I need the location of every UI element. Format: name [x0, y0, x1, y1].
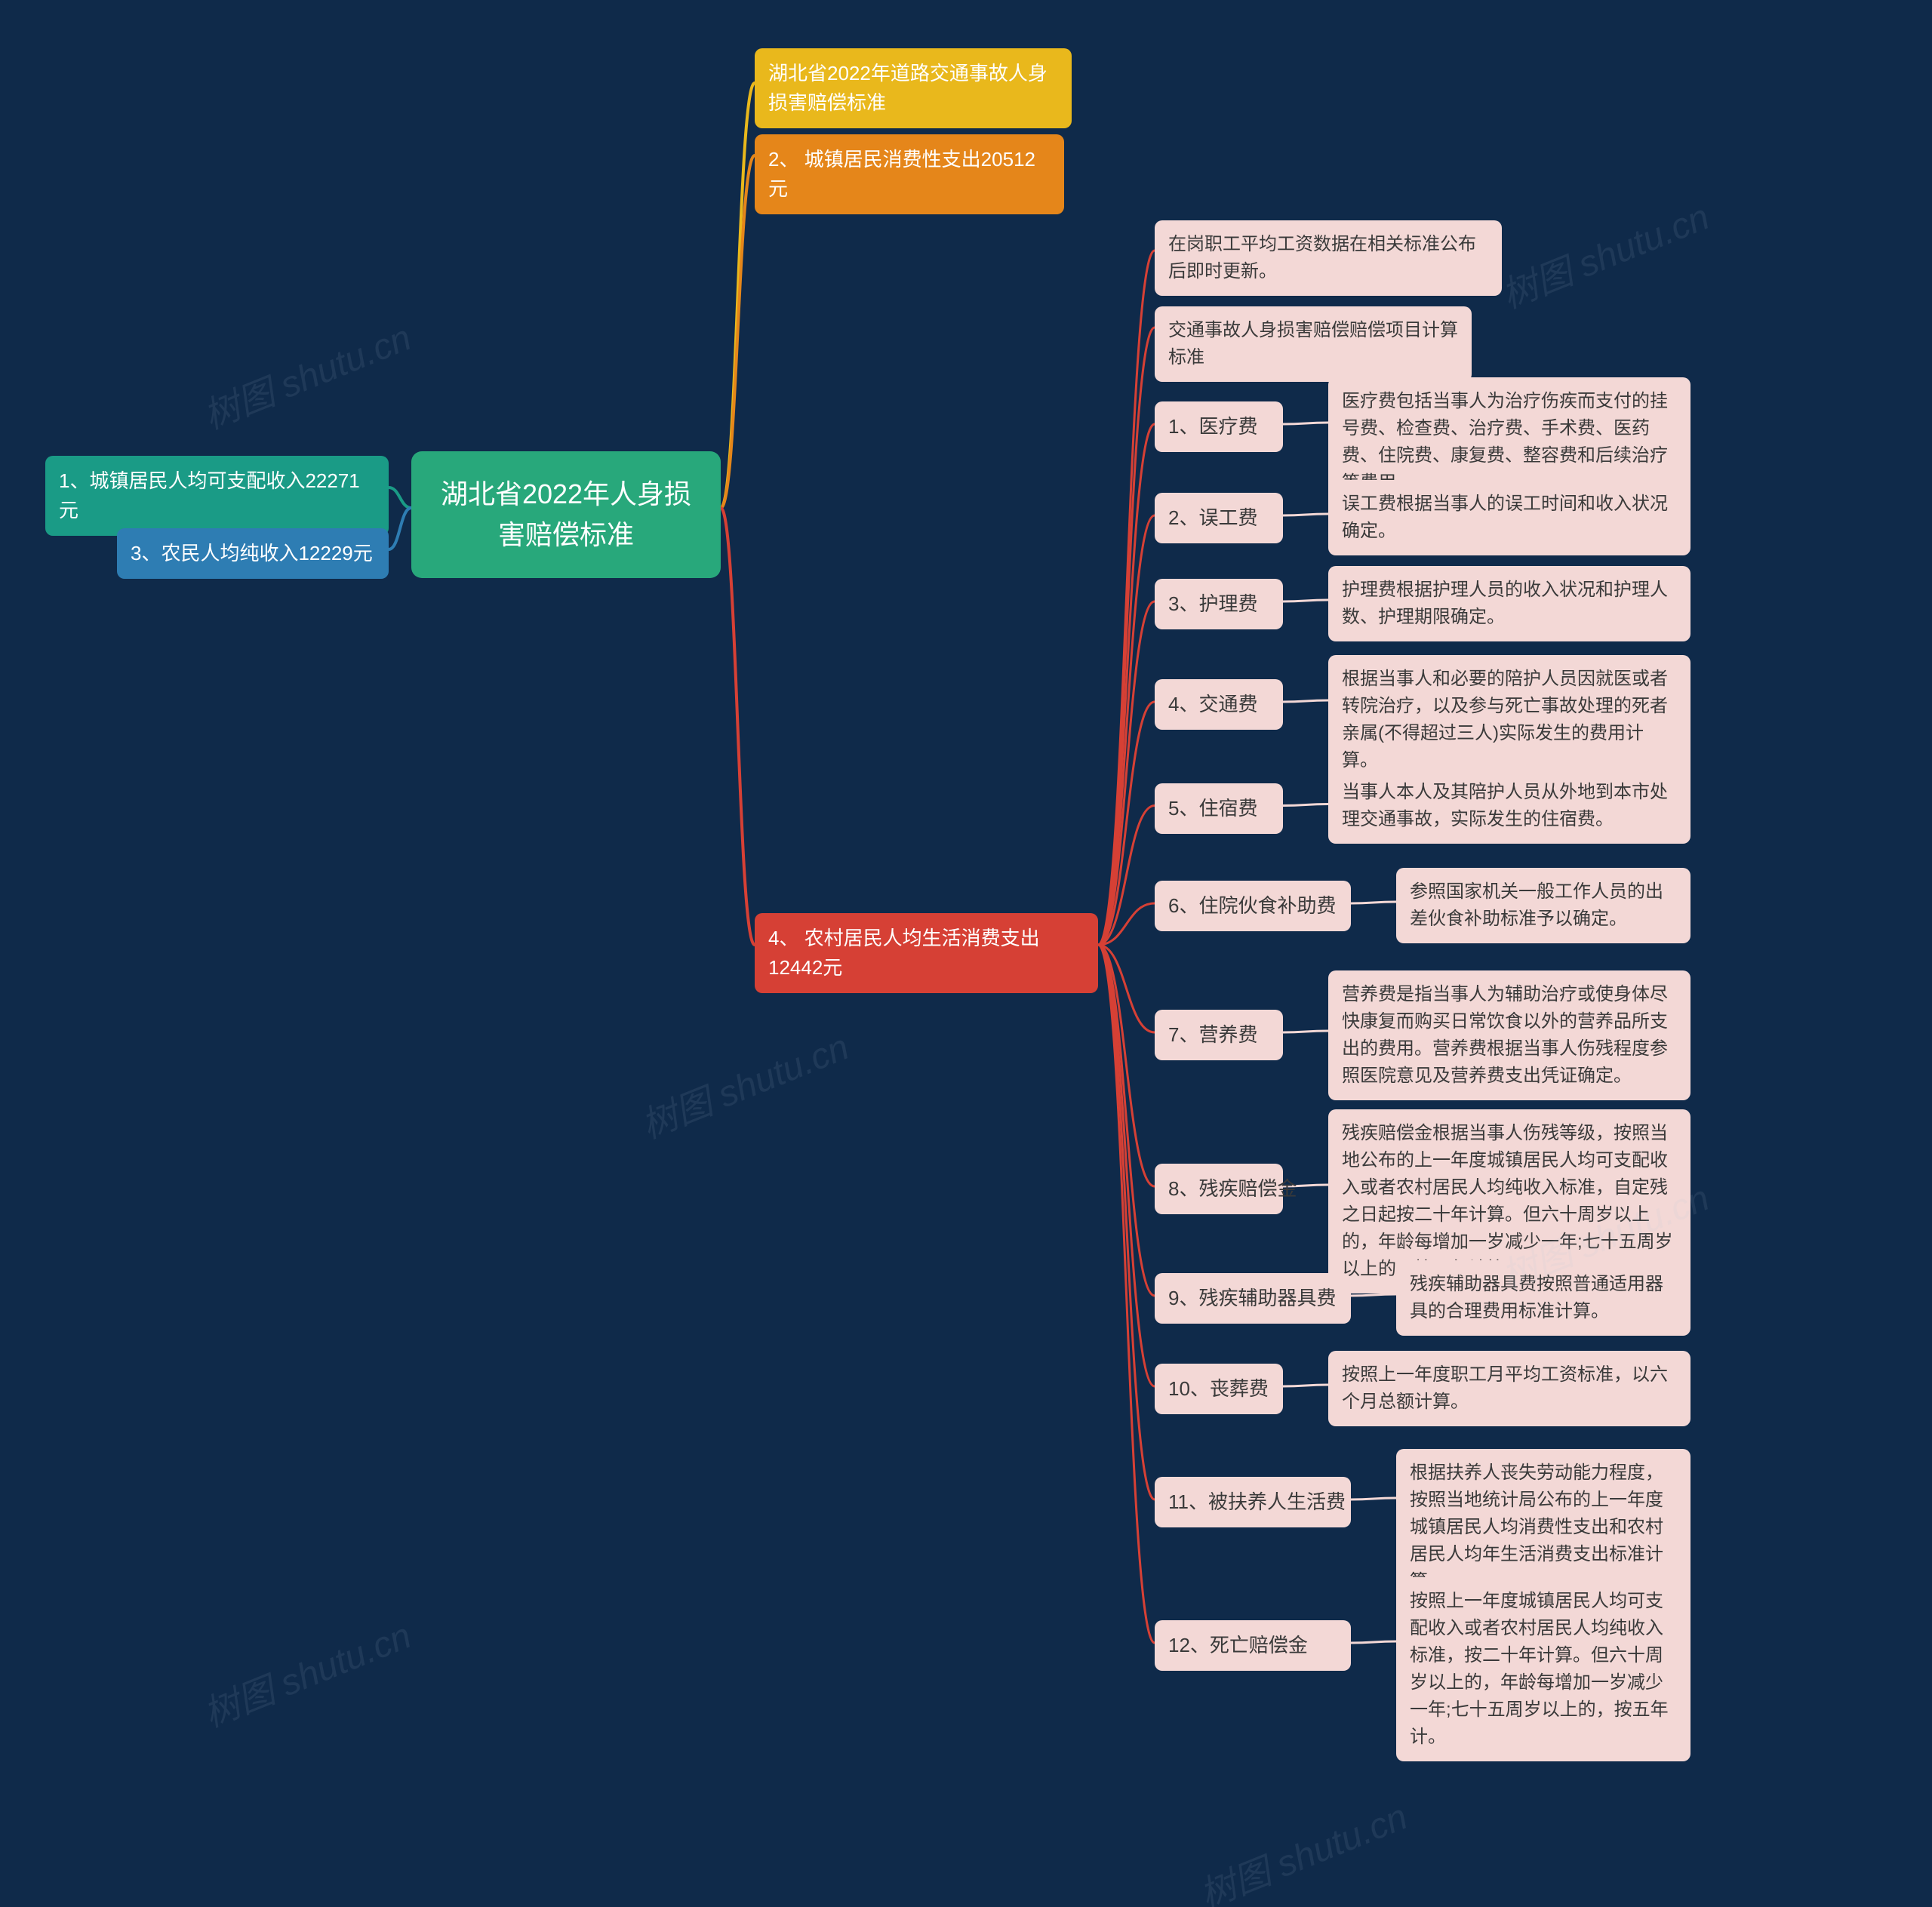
- section4-item-label-text-1: 1、医疗费: [1168, 415, 1257, 438]
- left-item-3: 3、农民人均纯收入12229元: [117, 528, 389, 579]
- right-subtitle: 湖北省2022年道路交通事故人身损害赔偿标准: [755, 48, 1072, 128]
- section4-item-label-12: 12、死亡赔偿金: [1155, 1620, 1351, 1671]
- section4-pre-2: 交通事故人身损害赔偿赔偿项目计算标准: [1155, 306, 1472, 382]
- right-item-2: 2、 城镇居民消费性支出20512元: [755, 134, 1064, 214]
- right-item-4-text: 4、 农村居民人均生活消费支出12442元: [768, 927, 1040, 979]
- section4-item-detail-3: 护理费根据护理人员的收入状况和护理人数、护理期限确定。: [1328, 566, 1690, 641]
- section4-item-detail-text-9: 残疾辅助器具费按照普通适用器具的合理费用标准计算。: [1410, 1274, 1663, 1321]
- section4-item-detail-text-2: 误工费根据当事人的误工时间和收入状况确定。: [1342, 494, 1668, 541]
- left-item-1-text: 1、城镇居民人均可支配收入22271元: [59, 469, 360, 521]
- section4-item-label-9: 9、残疾辅助器具费: [1155, 1273, 1351, 1324]
- section4-item-label-text-12: 12、死亡赔偿金: [1168, 1634, 1308, 1656]
- section4-item-label-text-7: 7、营养费: [1168, 1023, 1257, 1046]
- section4-item-detail-5: 当事人本人及其陪护人员从外地到本市处理交通事故，实际发生的住宿费。: [1328, 768, 1690, 844]
- section4-item-label-4: 4、交通费: [1155, 679, 1283, 730]
- section4-item-detail-text-6: 参照国家机关一般工作人员的出差伙食补助标准予以确定。: [1410, 881, 1663, 929]
- section4-item-detail-9: 残疾辅助器具费按照普通适用器具的合理费用标准计算。: [1396, 1260, 1690, 1336]
- section4-pre-2-text: 交通事故人身损害赔偿赔偿项目计算标准: [1168, 320, 1458, 368]
- root-text: 湖北省2022年人身损害赔偿标准: [441, 478, 691, 550]
- section4-item-detail-text-7: 营养费是指当事人为辅助治疗或使身体尽快康复而购买日常饮食以外的营养品所支出的费用…: [1342, 984, 1668, 1086]
- section4-item-label-text-5: 5、住宿费: [1168, 797, 1257, 820]
- section4-item-detail-text-10: 按照上一年度职工月平均工资标准，以六个月总额计算。: [1342, 1364, 1668, 1412]
- section4-item-detail-4: 根据当事人和必要的陪护人员因就医或者转院治疗，以及参与死亡事故处理的死者亲属(不…: [1328, 655, 1690, 785]
- section4-item-detail-text-12: 按照上一年度城镇居民人均可支配收入或者农村居民人均纯收入标准，按二十年计算。但六…: [1410, 1591, 1669, 1747]
- section4-item-detail-10: 按照上一年度职工月平均工资标准，以六个月总额计算。: [1328, 1351, 1690, 1426]
- section4-item-detail-text-11: 根据扶养人丧失劳动能力程度，按照当地统计局公布的上一年度城镇居民人均消费性支出和…: [1410, 1463, 1663, 1592]
- section4-item-label-3: 3、护理费: [1155, 579, 1283, 629]
- section4-pre-1: 在岗职工平均工资数据在相关标准公布后即时更新。: [1155, 220, 1502, 296]
- section4-item-label-7: 7、营养费: [1155, 1010, 1283, 1060]
- section4-item-label-text-6: 6、住院伙食补助费: [1168, 894, 1336, 917]
- section4-item-label-10: 10、丧葬费: [1155, 1364, 1283, 1414]
- section4-item-label-text-10: 10、丧葬费: [1168, 1377, 1269, 1400]
- section4-item-label-6: 6、住院伙食补助费: [1155, 881, 1351, 931]
- section4-item-detail-6: 参照国家机关一般工作人员的出差伙食补助标准予以确定。: [1396, 868, 1690, 943]
- section4-item-detail-7: 营养费是指当事人为辅助治疗或使身体尽快康复而购买日常饮食以外的营养品所支出的费用…: [1328, 970, 1690, 1100]
- section4-item-label-text-4: 4、交通费: [1168, 693, 1257, 715]
- section4-item-detail-2: 误工费根据当事人的误工时间和收入状况确定。: [1328, 480, 1690, 555]
- section4-item-detail-text-1: 医疗费包括当事人为治疗伤疾而支付的挂号费、检查费、治疗费、手术费、医药费、住院费…: [1342, 391, 1668, 493]
- section4-pre-1-text: 在岗职工平均工资数据在相关标准公布后即时更新。: [1168, 234, 1476, 281]
- left-item-3-text: 3、农民人均纯收入12229元: [131, 542, 373, 564]
- section4-item-label-2: 2、误工费: [1155, 493, 1283, 543]
- section4-item-detail-text-5: 当事人本人及其陪护人员从外地到本市处理交通事故，实际发生的住宿费。: [1342, 782, 1668, 829]
- section4-item-label-text-11: 11、被扶养人生活费: [1168, 1490, 1346, 1513]
- left-item-1: 1、城镇居民人均可支配收入22271元: [45, 456, 389, 536]
- section4-item-label-1: 1、医疗费: [1155, 401, 1283, 452]
- right-subtitle-text: 湖北省2022年道路交通事故人身损害赔偿标准: [768, 62, 1048, 114]
- section4-item-detail-text-3: 护理费根据护理人员的收入状况和护理人数、护理期限确定。: [1342, 580, 1668, 627]
- section4-item-label-5: 5、住宿费: [1155, 783, 1283, 834]
- section4-item-label-8: 8、残疾赔偿金: [1155, 1164, 1283, 1214]
- section4-item-detail-text-4: 根据当事人和必要的陪护人员因就医或者转院治疗，以及参与死亡事故处理的死者亲属(不…: [1342, 669, 1668, 770]
- section4-item-label-text-9: 9、残疾辅助器具费: [1168, 1287, 1336, 1309]
- right-item-2-text: 2、 城镇居民消费性支出20512元: [768, 148, 1035, 200]
- section4-item-label-11: 11、被扶养人生活费: [1155, 1477, 1351, 1527]
- mindmap-canvas: 湖北省2022年人身损害赔偿标准 1、城镇居民人均可支配收入22271元 3、农…: [0, 0, 1932, 1907]
- section4-item-label-text-8: 8、残疾赔偿金: [1168, 1177, 1297, 1200]
- root-node: 湖北省2022年人身损害赔偿标准: [411, 451, 721, 578]
- right-item-4: 4、 农村居民人均生活消费支出12442元: [755, 913, 1098, 993]
- section4-item-label-text-2: 2、误工费: [1168, 506, 1257, 529]
- section4-item-detail-12: 按照上一年度城镇居民人均可支配收入或者农村居民人均纯收入标准，按二十年计算。但六…: [1396, 1577, 1690, 1761]
- section4-item-detail-text-8: 残疾赔偿金根据当事人伤残等级，按照当地公布的上一年度城镇居民人均可支配收入或者农…: [1342, 1123, 1673, 1279]
- section4-item-label-text-3: 3、护理费: [1168, 592, 1257, 615]
